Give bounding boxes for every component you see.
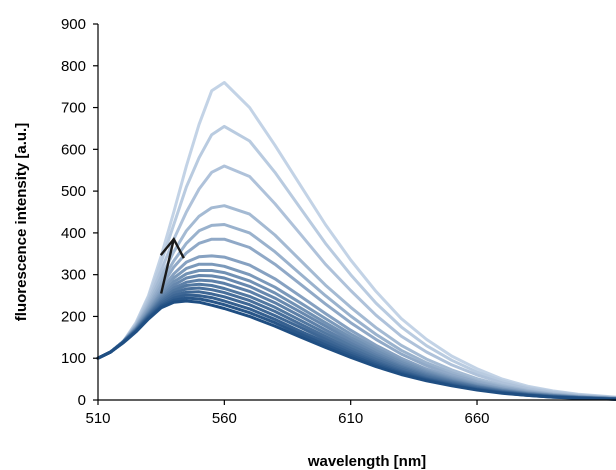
x-tick-label: 560 (212, 410, 237, 427)
y-tick-label: 800 (61, 58, 86, 75)
ticks-layer: 0 100 200 300 400 500 600 700 800 900 510 560 610 660 (61, 16, 490, 427)
x-axis-title: wavelength [nm] (307, 453, 426, 470)
annotation-layer (159, 236, 185, 294)
series-layer (96, 81, 616, 401)
series-line-17 (96, 299, 616, 401)
x-tick-label: 610 (338, 410, 363, 427)
trend-arrow-shaft (160, 238, 175, 294)
series-line-2 (96, 124, 616, 399)
x-tick-label: 510 (85, 410, 110, 427)
y-tick-label: 200 (61, 308, 86, 325)
x-tick-label: 660 (465, 410, 490, 427)
y-tick-label: 100 (61, 350, 86, 367)
y-tick-label: 300 (61, 267, 86, 284)
y-tick-label: 700 (61, 100, 86, 117)
trend-arrow-head (159, 236, 185, 259)
y-tick-label: 0 (78, 392, 86, 409)
y-tick-label: 900 (61, 16, 86, 33)
axes-layer (97, 24, 616, 401)
y-tick-label: 600 (61, 141, 86, 158)
y-axis-title: fluorescence intensity [a.u.] (13, 123, 30, 321)
y-tick-label: 500 (61, 183, 86, 200)
y-tick-label: 400 (61, 225, 86, 242)
